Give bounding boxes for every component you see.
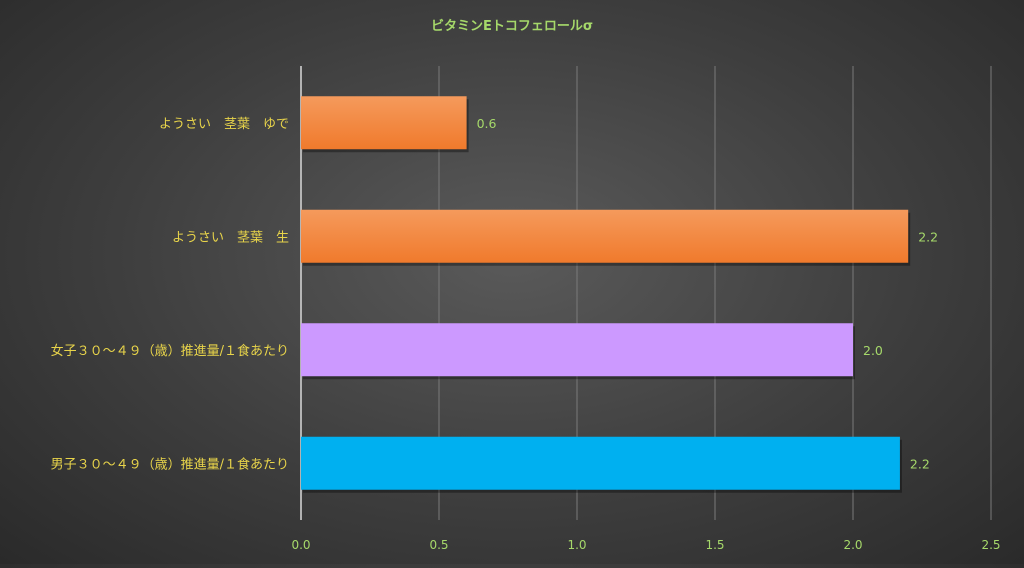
value-label-1: 0.6 <box>477 116 497 131</box>
x-tick-label-0-0: 0.0 <box>291 538 310 552</box>
x-tick-label-0-5: 0.5 <box>429 538 448 552</box>
chart-title: ビタミンEトコフェロールσ <box>431 18 593 34</box>
x-tick-label-2-5: 2.5 <box>981 538 1000 552</box>
value-label-3: 2.0 <box>863 343 883 358</box>
bar-1 <box>301 96 467 150</box>
bar-3 <box>301 323 853 377</box>
category-label-4: 男子３０～４９（歳）推進量/１食あたり <box>51 456 289 472</box>
bar-2 <box>301 209 909 263</box>
x-tick-label-2-0: 2.0 <box>843 538 862 552</box>
value-label-4: 2.2 <box>910 456 930 471</box>
x-tick-label-1-5: 1.5 <box>705 538 724 552</box>
category-label-2: ようさい 茎葉 生 <box>172 230 289 245</box>
bar-4 <box>301 436 900 490</box>
x-tick-label-1-0: 1.0 <box>567 538 586 552</box>
value-label-2: 2.2 <box>918 229 938 244</box>
category-label-3: 女子３０～４９（歳）推進量/１食あたり <box>51 343 289 359</box>
category-label-1: ようさい 茎葉 ゆで <box>159 117 289 132</box>
